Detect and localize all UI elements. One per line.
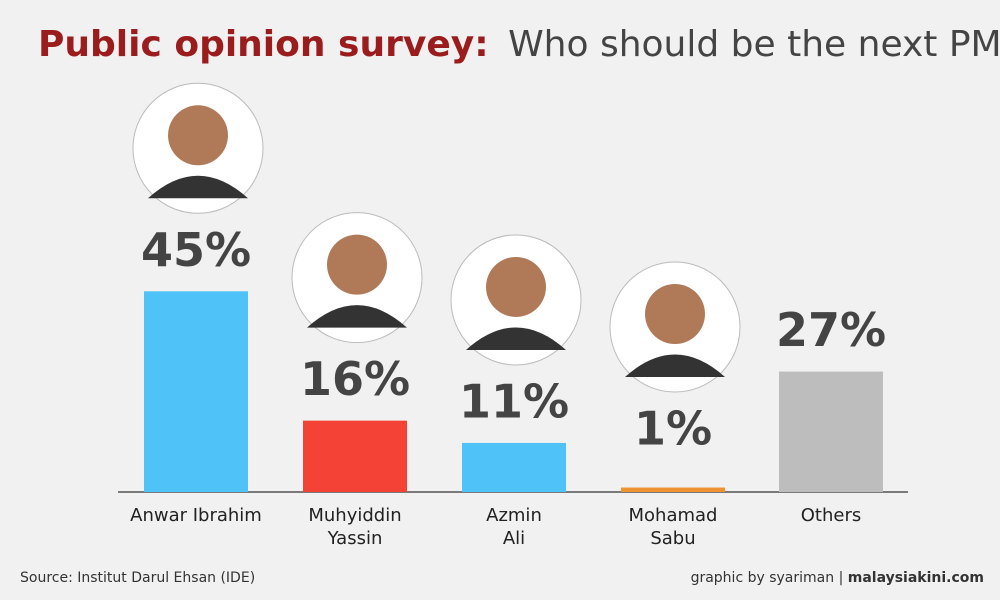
bar bbox=[303, 420, 407, 492]
bar bbox=[144, 291, 248, 492]
bar bbox=[621, 487, 725, 492]
x-tick-label: Mohamad Sabu bbox=[628, 505, 718, 549]
value-label: 45% bbox=[141, 223, 251, 277]
bar bbox=[779, 371, 883, 492]
credit-text: graphic by syariman | bbox=[690, 570, 844, 586]
portrait-head bbox=[327, 234, 387, 295]
chart-title: Public opinion survey: bbox=[38, 24, 489, 65]
source: Source: Institut Darul Ehsan (IDE) bbox=[20, 570, 256, 586]
chart-subtitle: Who should be the next PM? bbox=[508, 24, 1000, 65]
portrait-body bbox=[307, 305, 407, 328]
portrait-body bbox=[625, 354, 725, 377]
portrait-head bbox=[168, 105, 228, 166]
value-label: 27% bbox=[776, 303, 886, 357]
value-label: 1% bbox=[634, 402, 712, 456]
x-tick-label: Others bbox=[800, 505, 862, 526]
portrait-body bbox=[466, 327, 566, 350]
value-label: 11% bbox=[459, 374, 569, 428]
credit: graphic by syariman | malaysiakini.com bbox=[691, 570, 984, 586]
portrait-head bbox=[486, 256, 546, 317]
x-tick-label: Muhyiddin Yassin bbox=[308, 505, 402, 549]
portrait-head bbox=[645, 284, 705, 344]
bar bbox=[462, 442, 566, 492]
portrait-body bbox=[148, 175, 248, 199]
x-tick-label: Anwar Ibrahim bbox=[130, 505, 262, 526]
brand: malaysiakini.com bbox=[847, 570, 984, 586]
x-tick-label: Azmin Ali bbox=[486, 505, 542, 549]
title-line: Public opinion survey: Who should be the… bbox=[38, 24, 1000, 65]
value-label: 16% bbox=[300, 352, 410, 406]
